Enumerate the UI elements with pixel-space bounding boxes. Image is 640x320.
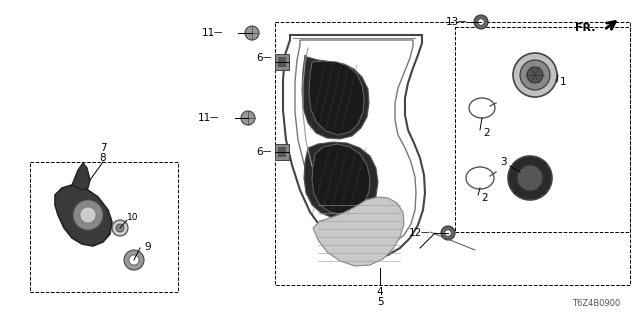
Polygon shape bbox=[302, 55, 369, 139]
Circle shape bbox=[517, 165, 543, 191]
Text: —: — bbox=[263, 53, 271, 62]
Text: —: — bbox=[214, 28, 222, 37]
Circle shape bbox=[245, 26, 259, 40]
Text: 7: 7 bbox=[100, 143, 106, 153]
Text: 3: 3 bbox=[500, 157, 506, 167]
Bar bbox=[275, 54, 289, 70]
Bar bbox=[455, 27, 630, 232]
Circle shape bbox=[513, 53, 557, 97]
Circle shape bbox=[527, 67, 543, 83]
Circle shape bbox=[241, 111, 255, 125]
Text: 10: 10 bbox=[127, 212, 139, 221]
Text: FR.: FR. bbox=[575, 23, 596, 33]
Circle shape bbox=[508, 156, 552, 200]
Text: 9: 9 bbox=[145, 242, 151, 252]
Text: 6: 6 bbox=[257, 147, 263, 157]
Polygon shape bbox=[304, 142, 378, 219]
Text: —: — bbox=[458, 18, 466, 27]
Circle shape bbox=[441, 226, 455, 240]
Circle shape bbox=[80, 207, 96, 223]
Circle shape bbox=[116, 224, 124, 232]
Text: 1: 1 bbox=[560, 77, 566, 87]
Text: 6: 6 bbox=[257, 53, 263, 63]
Bar bbox=[278, 147, 286, 157]
Circle shape bbox=[474, 15, 488, 29]
Text: 2: 2 bbox=[482, 193, 488, 203]
Polygon shape bbox=[313, 197, 404, 266]
Text: 11: 11 bbox=[197, 113, 211, 123]
Circle shape bbox=[124, 250, 144, 270]
Bar bbox=[30, 162, 178, 292]
Text: T6Z4B0900: T6Z4B0900 bbox=[572, 299, 620, 308]
Bar bbox=[275, 22, 630, 285]
Text: —: — bbox=[263, 148, 271, 156]
Text: 13: 13 bbox=[445, 17, 459, 27]
Polygon shape bbox=[55, 185, 112, 246]
Circle shape bbox=[445, 230, 451, 236]
Text: —: — bbox=[421, 228, 429, 237]
Text: —: — bbox=[210, 114, 218, 123]
Text: 2: 2 bbox=[484, 128, 490, 138]
Text: 12: 12 bbox=[408, 228, 422, 238]
Text: 5: 5 bbox=[377, 297, 383, 307]
Text: 8: 8 bbox=[100, 153, 106, 163]
Polygon shape bbox=[309, 61, 364, 135]
Circle shape bbox=[129, 255, 139, 265]
Circle shape bbox=[112, 220, 128, 236]
Text: 11: 11 bbox=[202, 28, 214, 38]
Bar bbox=[275, 144, 289, 160]
Polygon shape bbox=[312, 144, 370, 215]
Polygon shape bbox=[72, 163, 90, 190]
Bar bbox=[278, 57, 286, 67]
Circle shape bbox=[520, 60, 550, 90]
Text: 4: 4 bbox=[377, 287, 383, 297]
Circle shape bbox=[73, 200, 103, 230]
Circle shape bbox=[478, 19, 484, 25]
